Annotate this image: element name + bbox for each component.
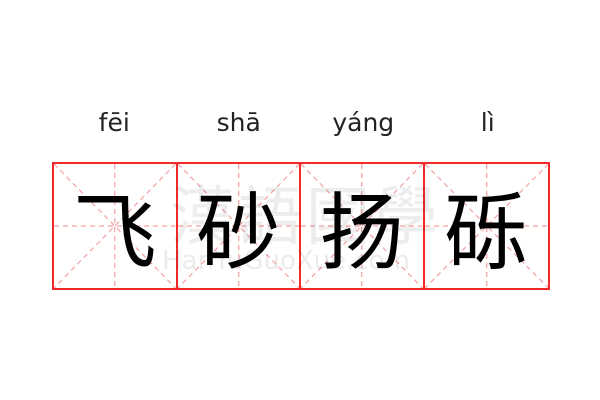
pinyin-3: yáng xyxy=(332,108,395,137)
guide-line xyxy=(54,164,176,288)
guide-line xyxy=(54,164,176,288)
watermark-latin: HanYuGuoXue.com xyxy=(162,246,410,276)
character: 砾 xyxy=(444,183,529,282)
character-cell: 砾 xyxy=(425,164,549,288)
guide-lines xyxy=(425,164,549,288)
pinyin-4: lì xyxy=(480,108,495,137)
guide-line xyxy=(178,164,300,288)
guide-line xyxy=(178,164,300,288)
character-cell: 飞 xyxy=(54,164,178,288)
character-grid: 飞 砂 扬 砾 xyxy=(52,162,550,290)
pinyin-2: shā xyxy=(216,108,261,137)
character: 砂 xyxy=(196,183,281,282)
guide-lines xyxy=(178,164,300,288)
guide-line xyxy=(425,164,549,288)
character: 扬 xyxy=(319,183,404,282)
guide-line xyxy=(301,164,423,288)
character-cell: 砂 xyxy=(178,164,301,288)
character-cell: 扬 xyxy=(301,164,425,288)
watermark-chinese: 漢語國學 xyxy=(170,181,442,255)
guide-lines xyxy=(301,164,423,288)
guide-lines xyxy=(54,164,176,288)
character: 飞 xyxy=(72,183,157,282)
pinyin-row: fēi shā yáng lì xyxy=(52,108,550,137)
guide-line xyxy=(301,164,423,288)
pinyin-1: fēi xyxy=(98,108,130,137)
guide-line xyxy=(425,164,549,288)
